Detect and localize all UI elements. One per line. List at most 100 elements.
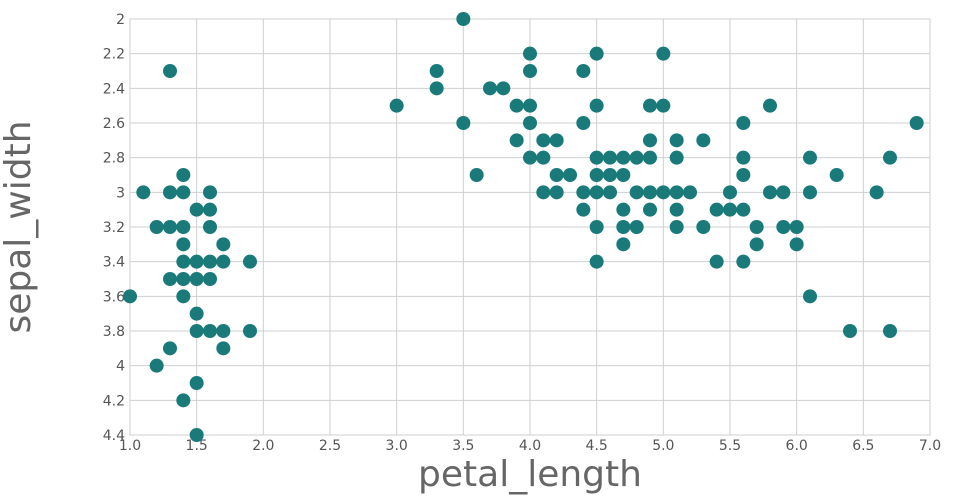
data-point[interactable] bbox=[189, 202, 204, 217]
data-point[interactable] bbox=[763, 98, 777, 113]
data-point[interactable] bbox=[669, 202, 684, 217]
data-point[interactable] bbox=[749, 220, 764, 234]
data-point[interactable] bbox=[709, 202, 724, 217]
data-point[interactable] bbox=[669, 220, 684, 234]
data-point[interactable] bbox=[616, 220, 631, 234]
data-point[interactable] bbox=[176, 289, 191, 304]
data-point[interactable] bbox=[736, 116, 751, 130]
data-point[interactable] bbox=[456, 12, 471, 26]
data-point[interactable] bbox=[643, 202, 657, 217]
data-point[interactable] bbox=[669, 150, 684, 165]
data-point[interactable] bbox=[736, 254, 751, 269]
data-point[interactable] bbox=[523, 46, 537, 61]
data-point[interactable] bbox=[603, 185, 617, 200]
data-point[interactable] bbox=[163, 220, 177, 234]
data-point[interactable] bbox=[576, 64, 591, 78]
data-point[interactable] bbox=[629, 150, 644, 165]
data-point[interactable] bbox=[243, 324, 257, 338]
data-point[interactable] bbox=[603, 150, 617, 165]
data-point[interactable] bbox=[536, 185, 551, 200]
data-point[interactable] bbox=[643, 133, 657, 148]
data-point[interactable] bbox=[189, 428, 204, 442]
data-point[interactable] bbox=[509, 133, 524, 148]
data-point[interactable] bbox=[176, 272, 191, 286]
data-point[interactable] bbox=[776, 220, 791, 234]
data-point[interactable] bbox=[176, 237, 191, 252]
data-point[interactable] bbox=[656, 185, 671, 200]
data-point[interactable] bbox=[576, 185, 591, 200]
data-point[interactable] bbox=[589, 220, 604, 234]
data-point[interactable] bbox=[536, 150, 551, 165]
data-point[interactable] bbox=[736, 168, 751, 182]
data-point[interactable] bbox=[723, 185, 737, 200]
data-point[interactable] bbox=[203, 220, 217, 234]
data-point[interactable] bbox=[829, 168, 844, 182]
data-point[interactable] bbox=[523, 150, 537, 165]
data-point[interactable] bbox=[763, 185, 777, 200]
data-point[interactable] bbox=[789, 220, 804, 234]
data-point[interactable] bbox=[576, 116, 591, 130]
data-point[interactable] bbox=[176, 168, 191, 182]
data-point[interactable] bbox=[523, 116, 537, 130]
data-point[interactable] bbox=[736, 150, 751, 165]
data-point[interactable] bbox=[456, 116, 471, 130]
data-point[interactable] bbox=[389, 98, 404, 113]
data-point[interactable] bbox=[749, 237, 764, 252]
data-point[interactable] bbox=[589, 98, 604, 113]
data-point[interactable] bbox=[616, 168, 631, 182]
data-point[interactable] bbox=[429, 64, 444, 78]
data-point[interactable] bbox=[189, 272, 204, 286]
data-point[interactable] bbox=[696, 133, 711, 148]
data-point[interactable] bbox=[536, 133, 551, 148]
data-point[interactable] bbox=[656, 98, 671, 113]
data-point[interactable] bbox=[696, 220, 711, 234]
data-point[interactable] bbox=[589, 254, 604, 269]
data-point[interactable] bbox=[216, 324, 231, 338]
data-point[interactable] bbox=[736, 202, 751, 217]
data-point[interactable] bbox=[136, 185, 151, 200]
data-point[interactable] bbox=[683, 185, 697, 200]
data-point[interactable] bbox=[803, 150, 817, 165]
data-point[interactable] bbox=[709, 254, 724, 269]
data-point[interactable] bbox=[176, 254, 191, 269]
data-point[interactable] bbox=[163, 185, 177, 200]
data-point[interactable] bbox=[429, 81, 444, 96]
data-point[interactable] bbox=[149, 358, 164, 373]
data-point[interactable] bbox=[869, 185, 884, 200]
data-point[interactable] bbox=[909, 116, 924, 130]
data-point[interactable] bbox=[523, 64, 537, 78]
data-point[interactable] bbox=[589, 168, 604, 182]
data-point[interactable] bbox=[589, 185, 604, 200]
data-point[interactable] bbox=[629, 220, 644, 234]
data-point[interactable] bbox=[203, 254, 217, 269]
data-point[interactable] bbox=[216, 237, 231, 252]
data-point[interactable] bbox=[163, 341, 177, 356]
data-point[interactable] bbox=[789, 237, 804, 252]
data-point[interactable] bbox=[176, 393, 191, 408]
data-point[interactable] bbox=[189, 306, 204, 321]
data-point[interactable] bbox=[549, 168, 564, 182]
data-point[interactable] bbox=[589, 46, 604, 61]
data-point[interactable] bbox=[483, 81, 497, 96]
data-point[interactable] bbox=[549, 133, 564, 148]
data-point[interactable] bbox=[576, 202, 591, 217]
data-point[interactable] bbox=[563, 168, 577, 182]
data-point[interactable] bbox=[656, 46, 671, 61]
data-point[interactable] bbox=[216, 254, 231, 269]
data-point[interactable] bbox=[803, 185, 817, 200]
data-point[interactable] bbox=[189, 376, 204, 390]
data-point[interactable] bbox=[203, 272, 217, 286]
data-point[interactable] bbox=[776, 185, 791, 200]
data-point[interactable] bbox=[509, 98, 524, 113]
data-point[interactable] bbox=[643, 150, 657, 165]
data-point[interactable] bbox=[843, 324, 857, 338]
data-point[interactable] bbox=[669, 185, 684, 200]
data-point[interactable] bbox=[123, 289, 137, 304]
data-point[interactable] bbox=[176, 220, 191, 234]
data-point[interactable] bbox=[523, 98, 537, 113]
data-point[interactable] bbox=[163, 64, 177, 78]
data-point[interactable] bbox=[176, 185, 191, 200]
data-point[interactable] bbox=[616, 150, 631, 165]
data-point[interactable] bbox=[203, 202, 217, 217]
data-point[interactable] bbox=[883, 324, 897, 338]
